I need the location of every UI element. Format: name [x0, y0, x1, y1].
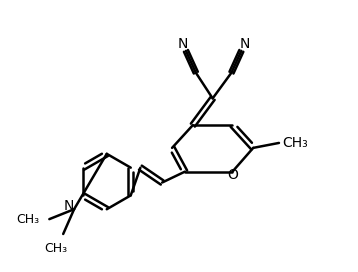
Text: O: O [227, 168, 238, 182]
Text: CH₃: CH₃ [45, 242, 68, 255]
Text: CH₃: CH₃ [16, 213, 39, 226]
Text: N: N [178, 37, 188, 51]
Text: N: N [239, 37, 250, 51]
Text: N: N [64, 199, 74, 213]
Text: CH₃: CH₃ [282, 136, 308, 150]
